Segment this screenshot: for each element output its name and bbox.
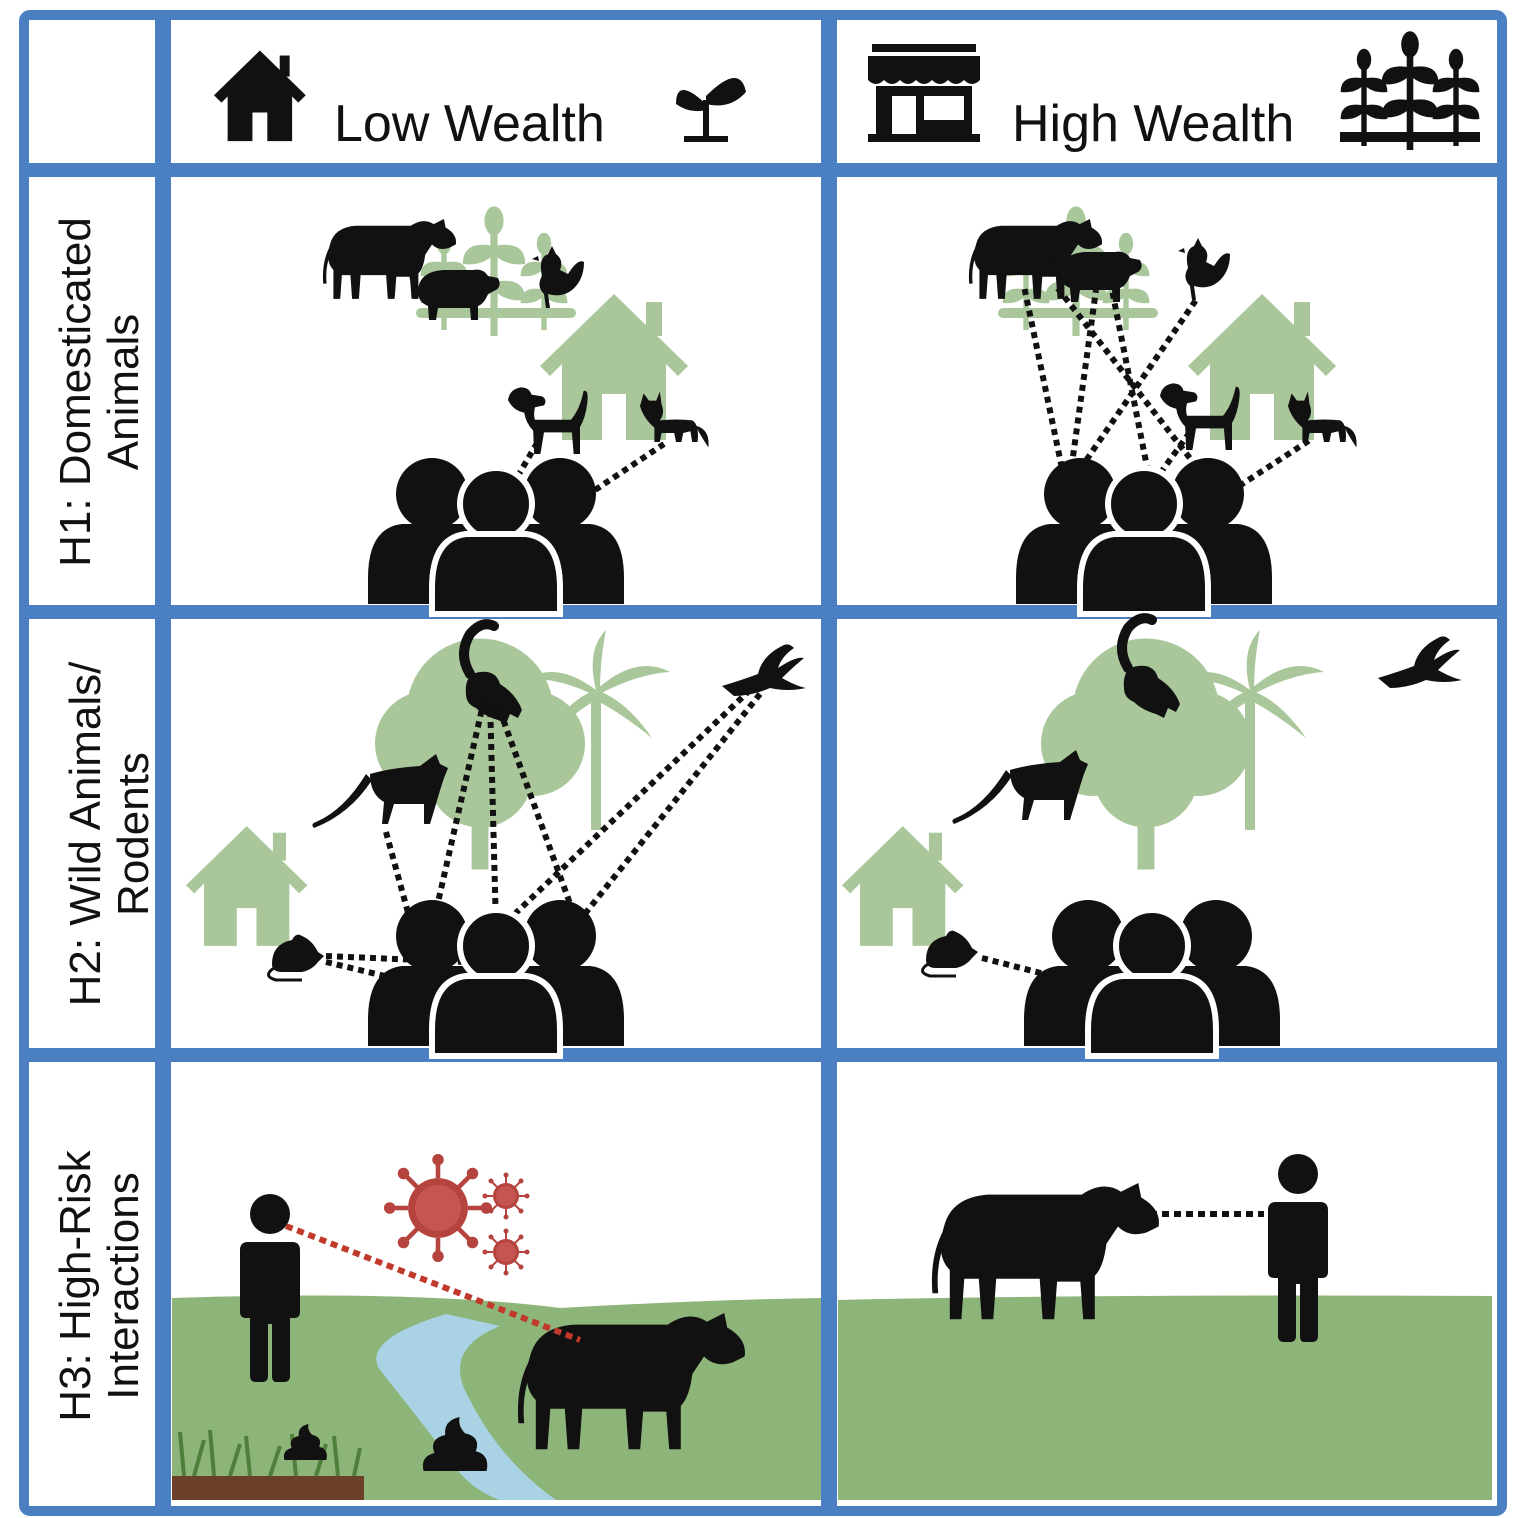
soil-bed <box>172 1476 364 1500</box>
crops-icon <box>1340 31 1480 150</box>
people-group-icon <box>1024 900 1280 1056</box>
people-group-icon <box>1016 458 1272 614</box>
row3-low-scene <box>172 1154 821 1500</box>
row-label-h3: H3: High-Risk Interactions <box>51 1150 148 1422</box>
shop-icon <box>868 44 980 142</box>
people-group-icon <box>368 458 624 614</box>
people-group-icon <box>368 900 624 1056</box>
risk-contact-line <box>284 1223 582 1343</box>
row1-high-scene <box>968 206 1357 614</box>
column-header-high-wealth: High Wealth <box>1012 95 1295 153</box>
grass-field <box>838 1295 1492 1500</box>
row2-low-scene <box>186 624 806 1056</box>
sprout-icon <box>676 77 746 142</box>
contact-lines <box>509 436 666 499</box>
column-header-low-wealth: Low Wealth <box>334 95 605 153</box>
house-icon <box>214 50 306 142</box>
row3-high-scene <box>838 1154 1492 1500</box>
crop-background <box>416 206 576 336</box>
contact-lines <box>1021 284 1312 495</box>
row2-high-scene <box>842 618 1462 1056</box>
row1-low-scene <box>322 206 709 614</box>
row-label-h1: H1: Domesticated Animals <box>51 217 148 567</box>
river <box>376 1314 556 1500</box>
row-label-h2: H2: Wild Animals/ Rodents <box>61 661 158 1007</box>
